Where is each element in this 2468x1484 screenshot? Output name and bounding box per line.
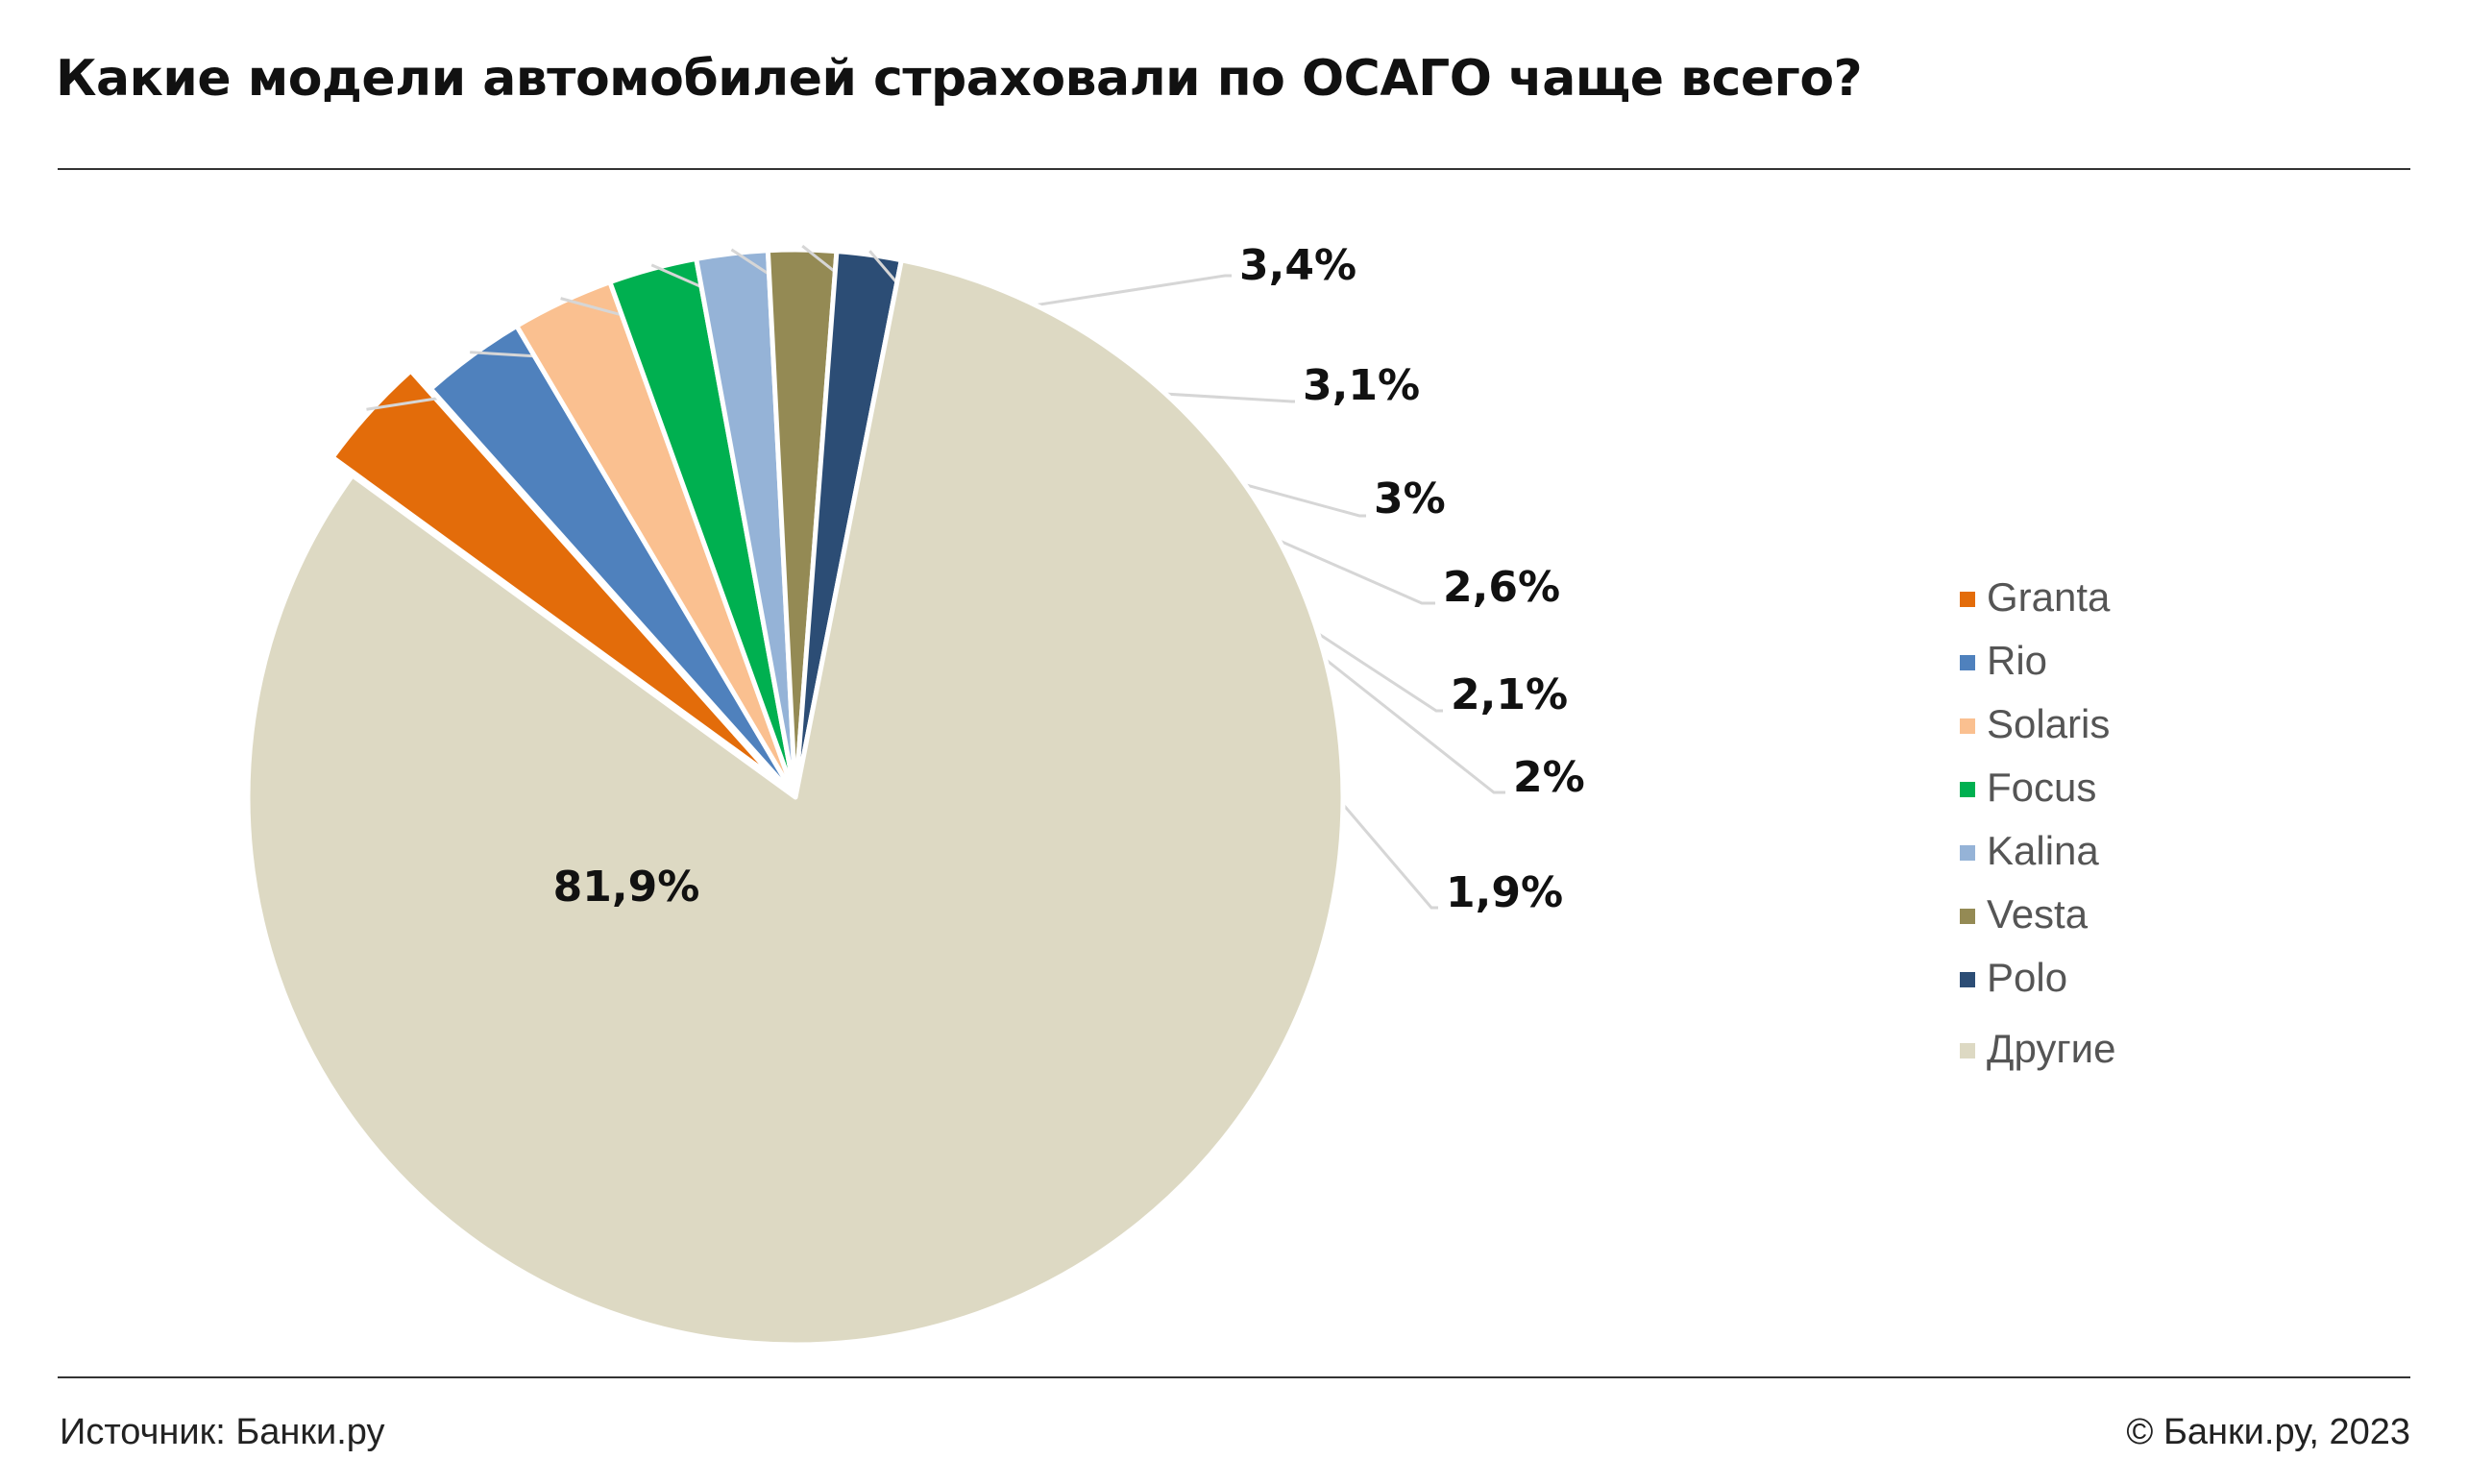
bottom-divider (58, 1376, 2410, 1378)
legend-label: Focus (1987, 765, 2097, 810)
data-label-vesta: 2% (1513, 753, 1585, 802)
legend-label: Другие (1987, 1026, 2116, 1071)
data-label-другие: 81,9% (553, 863, 700, 912)
top-divider (58, 168, 2410, 170)
copyright-note: © Банки.ру, 2023 (2126, 1412, 2410, 1452)
data-label-rio: 3,1% (1303, 361, 1420, 410)
legend-swatch (1960, 782, 1975, 797)
legend-label: Kalina (1987, 828, 2099, 873)
data-label-polo: 1,9% (1446, 868, 1563, 917)
chart-title: Какие модели автомобилей страховали по О… (56, 50, 1863, 108)
data-label-focus: 2,6% (1443, 563, 1560, 612)
legend-label: Solaris (1987, 701, 2111, 746)
legend-label: Rio (1987, 638, 2048, 683)
legend-swatch (1960, 909, 1975, 924)
source-note: Источник: Банки.ру (60, 1412, 385, 1452)
legend-swatch (1960, 845, 1975, 861)
legend-swatch (1960, 592, 1975, 607)
legend-swatch (1960, 655, 1975, 670)
pie-slice-granta (330, 368, 778, 782)
legend-label: Granta (1987, 574, 2111, 620)
data-label-kalina: 2,1% (1451, 670, 1568, 719)
pie-slice-другие (245, 257, 1346, 1348)
legend-swatch (1960, 972, 1975, 987)
legend-label: Vesta (1987, 891, 2089, 937)
legend-swatch (1960, 1043, 1975, 1058)
data-label-granta: 3,4% (1239, 241, 1356, 290)
legend-swatch (1960, 718, 1975, 734)
legend-label: Polo (1987, 955, 2068, 1000)
data-label-solaris: 3% (1374, 474, 1446, 523)
